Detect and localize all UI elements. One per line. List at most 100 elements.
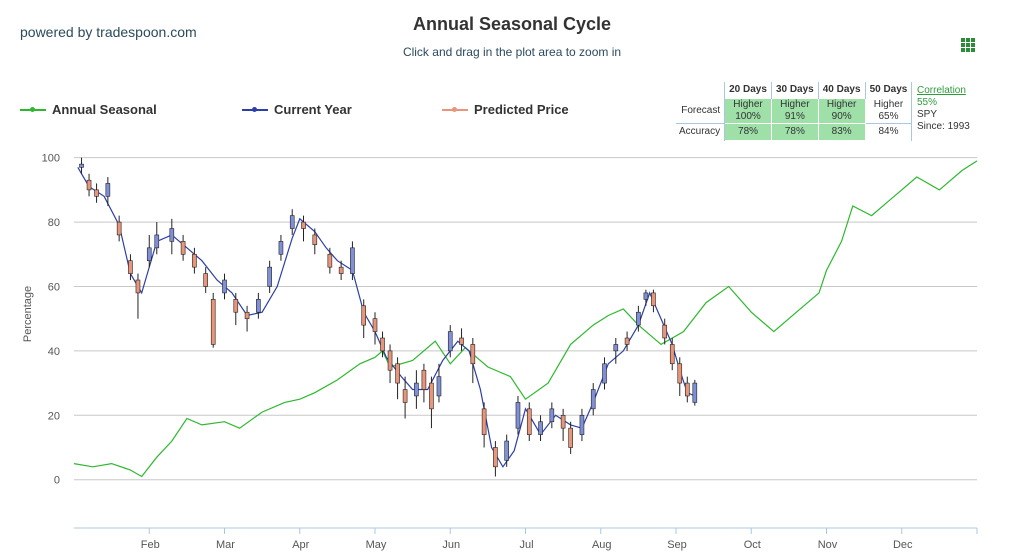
correlation-symbol: SPY xyxy=(917,109,938,120)
candle-body xyxy=(327,253,333,268)
candle-body xyxy=(338,266,344,274)
x-tick-label: Nov xyxy=(818,539,838,551)
correlation-link[interactable]: Correlation xyxy=(917,85,966,96)
candle-body xyxy=(677,363,683,384)
x-tick-label: Jul xyxy=(519,539,533,551)
chart-title: Annual Seasonal Cycle xyxy=(412,14,612,34)
candle-body xyxy=(86,179,92,191)
header-50-days: 50 Days xyxy=(865,82,913,99)
candle-body xyxy=(278,241,284,255)
y-tick-label: 100 xyxy=(42,153,60,165)
candle-body xyxy=(105,183,111,197)
candle-body xyxy=(549,408,555,423)
correlation-box: Correlation 55% SPY Since: 1993 xyxy=(917,85,970,133)
candle-body xyxy=(312,234,318,245)
y-tick-label: 40 xyxy=(48,346,60,358)
forecast-cell: Higher 100% xyxy=(724,98,772,124)
candle-body xyxy=(289,215,295,229)
candle-body xyxy=(79,163,84,168)
candle-body xyxy=(244,311,250,319)
legend-item-annual-seasonal[interactable]: Annual Seasonal xyxy=(20,102,157,117)
candle-body xyxy=(429,382,434,410)
legend-item-current-year[interactable]: Current Year xyxy=(242,102,352,117)
header-30-days: 30 Days xyxy=(771,82,819,99)
candle-body xyxy=(128,260,133,274)
correlation-value: 55% xyxy=(917,97,938,108)
candle-body xyxy=(538,421,543,435)
candle-body xyxy=(602,363,607,384)
candle-body xyxy=(421,369,427,390)
candle-body xyxy=(560,414,566,429)
candle-body xyxy=(94,189,99,197)
candle-body xyxy=(233,299,239,313)
accuracy-cell: 83% xyxy=(817,123,866,141)
candle-body xyxy=(350,247,355,274)
accuracy-cell: 78% xyxy=(724,123,772,141)
forecast-label: Forecast xyxy=(676,98,726,124)
candle-body xyxy=(651,292,656,307)
candle-body xyxy=(203,273,208,287)
candle-body xyxy=(459,337,464,345)
legend-swatch-annual-seasonal xyxy=(20,106,46,112)
legend-swatch-current-year xyxy=(242,106,268,112)
candle-body xyxy=(222,279,227,294)
candle-body xyxy=(154,234,160,249)
candle-body xyxy=(402,389,408,403)
candle-body xyxy=(624,337,630,345)
accuracy-cell: 84% xyxy=(865,123,913,141)
candle-body xyxy=(504,440,509,461)
candle-body xyxy=(146,247,152,262)
candle-body xyxy=(684,382,690,397)
candle-body xyxy=(135,279,141,294)
y-tick-label: 80 xyxy=(48,217,60,229)
legend-item-predicted-price[interactable]: Predicted Price xyxy=(442,102,569,117)
x-tick-label: Feb xyxy=(141,539,160,551)
candle-body xyxy=(180,241,186,255)
candle-body xyxy=(692,382,698,403)
candle-body xyxy=(387,350,393,371)
grid-menu-icon[interactable] xyxy=(961,38,975,52)
x-tick-label: May xyxy=(366,539,387,551)
y-tick-label: 20 xyxy=(48,410,60,422)
chart-subtitle: Click and drag in the plot area to zoom … xyxy=(402,45,622,59)
series-line-annual-seasonal xyxy=(73,160,978,478)
candle-body xyxy=(669,344,675,365)
candle-body xyxy=(579,414,585,435)
correlation-since: Since: 1993 xyxy=(917,121,970,132)
accuracy-cell: 78% xyxy=(770,123,819,141)
candle-body xyxy=(493,447,498,468)
x-tick-label: Apr xyxy=(292,539,309,551)
candle-body xyxy=(380,337,385,352)
powered-by-text[interactable]: powered by tradespoon.com xyxy=(20,24,197,40)
candle-body xyxy=(267,266,272,287)
legend-label: Predicted Price xyxy=(474,102,569,117)
legend-swatch-predicted-price xyxy=(442,106,468,112)
candle-body xyxy=(210,299,216,345)
x-tick-label: Aug xyxy=(592,539,612,551)
candle-body xyxy=(590,389,596,410)
candle-body xyxy=(470,344,476,365)
candle-body xyxy=(515,402,521,429)
candle-body xyxy=(116,221,122,236)
candle-body xyxy=(636,311,641,326)
candle-body xyxy=(256,299,261,313)
forecast-cell: Higher 90% xyxy=(817,98,866,124)
candle-body xyxy=(301,221,306,229)
candle-body xyxy=(481,408,487,435)
legend-label: Current Year xyxy=(274,102,352,117)
x-tick-label: Jun xyxy=(442,539,460,551)
y-axis-label: Percentage xyxy=(22,286,34,342)
forecast-cell: Higher 65% xyxy=(865,98,913,124)
candle-body xyxy=(447,331,453,352)
forecast-cell: Higher 91% xyxy=(770,98,819,124)
candle-body xyxy=(372,318,378,332)
forecast-table: 20 Days 30 Days 40 Days 50 Days Forecast… xyxy=(676,82,913,141)
x-tick-label: Oct xyxy=(744,539,761,551)
candle-body xyxy=(613,344,619,352)
candle-body xyxy=(436,376,442,397)
candle-body xyxy=(169,228,175,242)
candle-body xyxy=(414,382,419,397)
candle-body xyxy=(568,427,573,448)
y-tick-label: 0 xyxy=(54,475,60,487)
